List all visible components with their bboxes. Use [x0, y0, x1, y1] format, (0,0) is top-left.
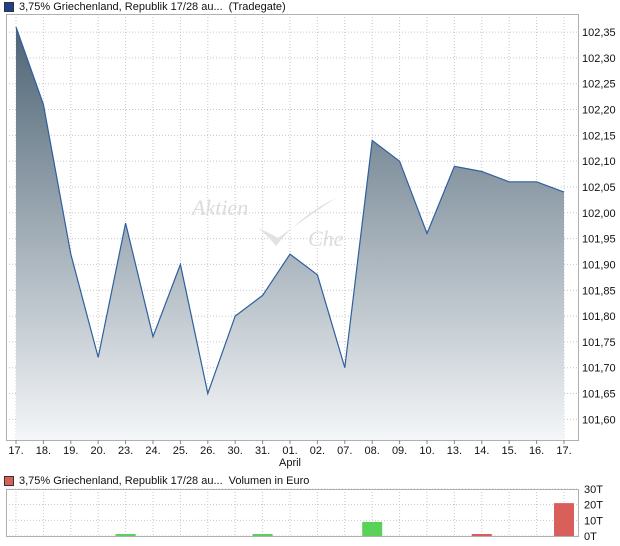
- volume-y-tick-label: 20T: [584, 500, 603, 512]
- price-y-tick-label: 101,80: [582, 311, 616, 323]
- price-legend-label: 3,75% Griechenland, Republik 17/28 au...: [19, 1, 223, 13]
- volume-bar: [554, 503, 574, 536]
- price-x-tick-label: 08.: [365, 445, 380, 457]
- volume-legend-measure: Volumen in Euro: [228, 475, 310, 487]
- price-x-tick-label: 20.: [91, 445, 106, 457]
- volume-grid: [6, 488, 578, 537]
- watermark-text-2: Che: [308, 226, 344, 251]
- price-x-tick-label: 26.: [200, 445, 215, 457]
- volume-bar: [115, 534, 136, 536]
- volume-legend: 3,75% Griechenland, Republik 17/28 au...…: [4, 474, 309, 488]
- price-x-tick-label: 25.: [173, 445, 188, 457]
- price-x-tick-label: 01.: [282, 445, 297, 457]
- price-y-tick-label: 102,10: [582, 156, 616, 168]
- price-x-tick-label: 31.: [255, 445, 270, 457]
- price-y-tick-label: 101,85: [582, 285, 616, 297]
- watermark: Aktien Che: [190, 195, 344, 251]
- price-y-tick-label: 101,90: [582, 259, 616, 271]
- price-y-tick-label: 101,60: [582, 414, 616, 426]
- price-y-tick-label: 102,30: [582, 53, 616, 65]
- price-x-tick-label: 19.: [63, 445, 78, 457]
- price-legend-swatch: [4, 2, 14, 12]
- volume-legend-label: 3,75% Griechenland, Republik 17/28 au...: [19, 475, 223, 487]
- price-x-tick-label: 17.: [556, 445, 571, 457]
- price-y-tick-label: 101,75: [582, 337, 616, 349]
- price-y-tick-label: 101,95: [582, 234, 616, 246]
- price-chart: Aktien Che 101,60 101,65 101,70 101,75 101,8…: [6, 14, 616, 469]
- volume-y-tick-label: 0T: [584, 531, 597, 543]
- price-y-tick-label: 102,15: [582, 130, 616, 142]
- price-y-tick-label: 102,05: [582, 182, 616, 194]
- price-x-tick-label: 09.: [392, 445, 407, 457]
- price-x-tick-label: 14.: [474, 445, 489, 457]
- price-y-tick-label: 101,70: [582, 363, 616, 375]
- volume-legend-swatch: [4, 476, 14, 486]
- price-x-tick-label: 13.: [447, 445, 462, 457]
- price-y-tick-label: 102,35: [582, 27, 616, 39]
- volume-y-tick-label: 30T: [584, 484, 603, 496]
- price-y-tick-label: 102,25: [582, 79, 616, 91]
- volume-bars: [115, 503, 574, 536]
- price-y-tick-label: 102,00: [582, 208, 616, 220]
- watermark-check-icon: [258, 198, 336, 246]
- price-x-tick-label: 15.: [502, 445, 517, 457]
- price-y-axis: 101,60 101,65 101,70 101,75 101,80 101,85 101,…: [582, 27, 616, 426]
- price-y-tick-label: 101,65: [582, 389, 616, 401]
- price-line: [15, 26, 565, 396]
- price-month-label: April: [279, 457, 301, 469]
- price-legend: 3,75% Griechenland, Republik 17/28 au...…: [4, 0, 286, 14]
- price-x-tick-label: 24.: [145, 445, 160, 457]
- price-x-tick-label: 17.: [8, 445, 23, 457]
- volume-bar: [252, 534, 273, 536]
- price-x-tick-label: 16.: [529, 445, 544, 457]
- price-legend-exchange: (Tradegate): [228, 1, 286, 13]
- volume-bar: [471, 534, 492, 536]
- watermark-text-1: Aktien: [190, 195, 248, 220]
- price-x-tick-label: 07.: [337, 445, 352, 457]
- price-y-tick-label: 102,20: [582, 105, 616, 117]
- price-x-tick-label: 30.: [228, 445, 243, 457]
- volume-y-axis: 0T 10T 20T 30T: [584, 484, 603, 543]
- volume-bar: [362, 521, 383, 536]
- price-plot-frame: [6, 14, 579, 441]
- price-x-tick-label: 23.: [118, 445, 133, 457]
- price-x-axis: 17. 18. 19. 20. 23. 24. 25. 26. 30. 31. 01.April 02…: [8, 440, 572, 469]
- price-x-tick-label: 18.: [36, 445, 51, 457]
- volume-plot-frame: [6, 489, 579, 537]
- price-x-tick-label: 10.: [419, 445, 434, 457]
- volume-y-tick-label: 10T: [584, 515, 603, 527]
- price-x-tick-label: 02.: [310, 445, 325, 457]
